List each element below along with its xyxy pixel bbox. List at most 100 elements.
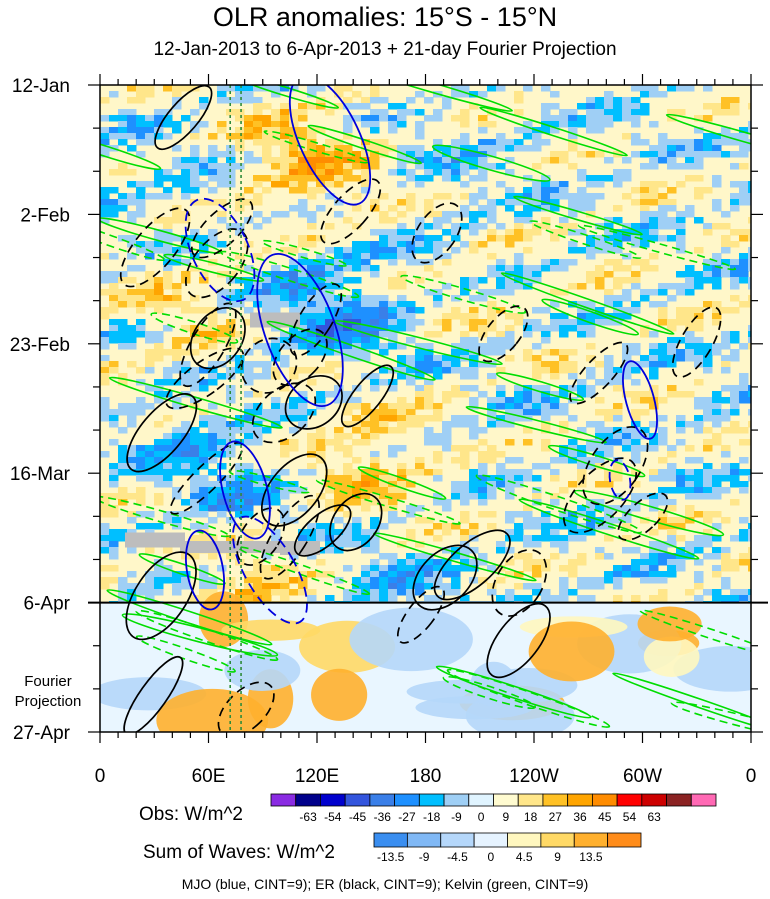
field-cell [361, 325, 371, 332]
field-cell [469, 415, 479, 422]
field-cell [127, 169, 137, 176]
field-cell [352, 163, 362, 170]
field-cell [271, 403, 281, 410]
field-cell [424, 199, 434, 206]
field-cell [505, 193, 515, 200]
field-cell [721, 259, 731, 266]
field-cell [163, 85, 173, 92]
field-cell [433, 163, 443, 170]
field-cell [415, 307, 425, 314]
field-cell [190, 127, 200, 134]
field-cell [460, 535, 470, 542]
field-cell [334, 577, 344, 584]
field-cell [460, 559, 470, 566]
field-cell [127, 277, 137, 284]
field-cell [721, 583, 731, 590]
field-cell [559, 193, 569, 200]
field-cell [730, 283, 740, 290]
field-cell [604, 355, 614, 362]
field-cell [136, 409, 146, 416]
field-cell [190, 493, 200, 500]
field-cell [424, 391, 434, 398]
field-cell [388, 313, 398, 320]
field-cell [487, 475, 497, 482]
field-cell [541, 127, 551, 134]
field-cell [532, 271, 542, 278]
field-cell [496, 463, 506, 470]
field-cell [478, 553, 488, 560]
field-cell [388, 511, 398, 518]
field-cell [163, 463, 173, 470]
field-cell [415, 349, 425, 356]
field-cell [370, 541, 380, 548]
field-cell [631, 97, 641, 104]
field-cell [235, 163, 245, 170]
field-cell [136, 367, 146, 374]
field-cell [721, 577, 731, 584]
field-cell [397, 481, 407, 488]
field-cell [640, 427, 650, 434]
field-cell [550, 205, 560, 212]
field-cell [334, 157, 344, 164]
field-cell [172, 433, 182, 440]
field-cell [226, 109, 236, 116]
field-cell [406, 229, 416, 236]
field-cell [334, 397, 344, 404]
field-cell [325, 481, 335, 488]
field-cell [406, 553, 416, 560]
field-cell [631, 391, 641, 398]
field-cell [100, 307, 110, 314]
field-cell [640, 577, 650, 584]
field-cell [262, 151, 272, 158]
field-cell [586, 421, 596, 428]
field-cell [649, 493, 659, 500]
field-cell [145, 385, 155, 392]
kelvin-contour [100, 495, 230, 538]
field-cell [667, 475, 677, 482]
kelvin-contour [513, 195, 643, 236]
field-cell [262, 343, 272, 350]
field-cell [694, 319, 704, 326]
field-cell [667, 541, 677, 548]
field-cell [496, 403, 506, 410]
field-cell [433, 577, 443, 584]
waves-colorbar-swatch [540, 832, 575, 848]
field-cell [190, 385, 200, 392]
field-cell [100, 343, 110, 350]
field-cell [703, 409, 713, 416]
field-cell [505, 265, 515, 272]
field-cell [163, 475, 173, 482]
field-cell [451, 445, 461, 452]
field-cell [208, 379, 218, 386]
field-cell [541, 103, 551, 110]
field-cell [343, 499, 353, 506]
field-cell [640, 325, 650, 332]
field-cell [226, 145, 236, 152]
field-cell [667, 109, 677, 116]
field-cell [424, 349, 434, 356]
field-cell [739, 529, 749, 536]
field-cell [577, 475, 587, 482]
field-cell [145, 337, 155, 344]
field-cell [730, 97, 740, 104]
field-cell [280, 403, 290, 410]
field-cell [307, 367, 317, 374]
mjo-contour [622, 360, 658, 440]
field-cell [415, 577, 425, 584]
field-cell [739, 517, 749, 524]
field-cell [514, 127, 524, 134]
field-cell [271, 127, 281, 134]
field-cell [712, 175, 722, 182]
kelvin-contour [237, 546, 371, 596]
field-cell [415, 229, 425, 236]
field-cell [451, 583, 461, 590]
field-cell [163, 271, 173, 278]
field-cell [649, 361, 659, 368]
field-cell [127, 517, 137, 524]
field-cell [415, 355, 425, 362]
field-cell [415, 319, 425, 326]
field-cell [334, 295, 344, 302]
field-cell [649, 157, 659, 164]
field-cell [685, 289, 695, 296]
field-cell [595, 457, 605, 464]
